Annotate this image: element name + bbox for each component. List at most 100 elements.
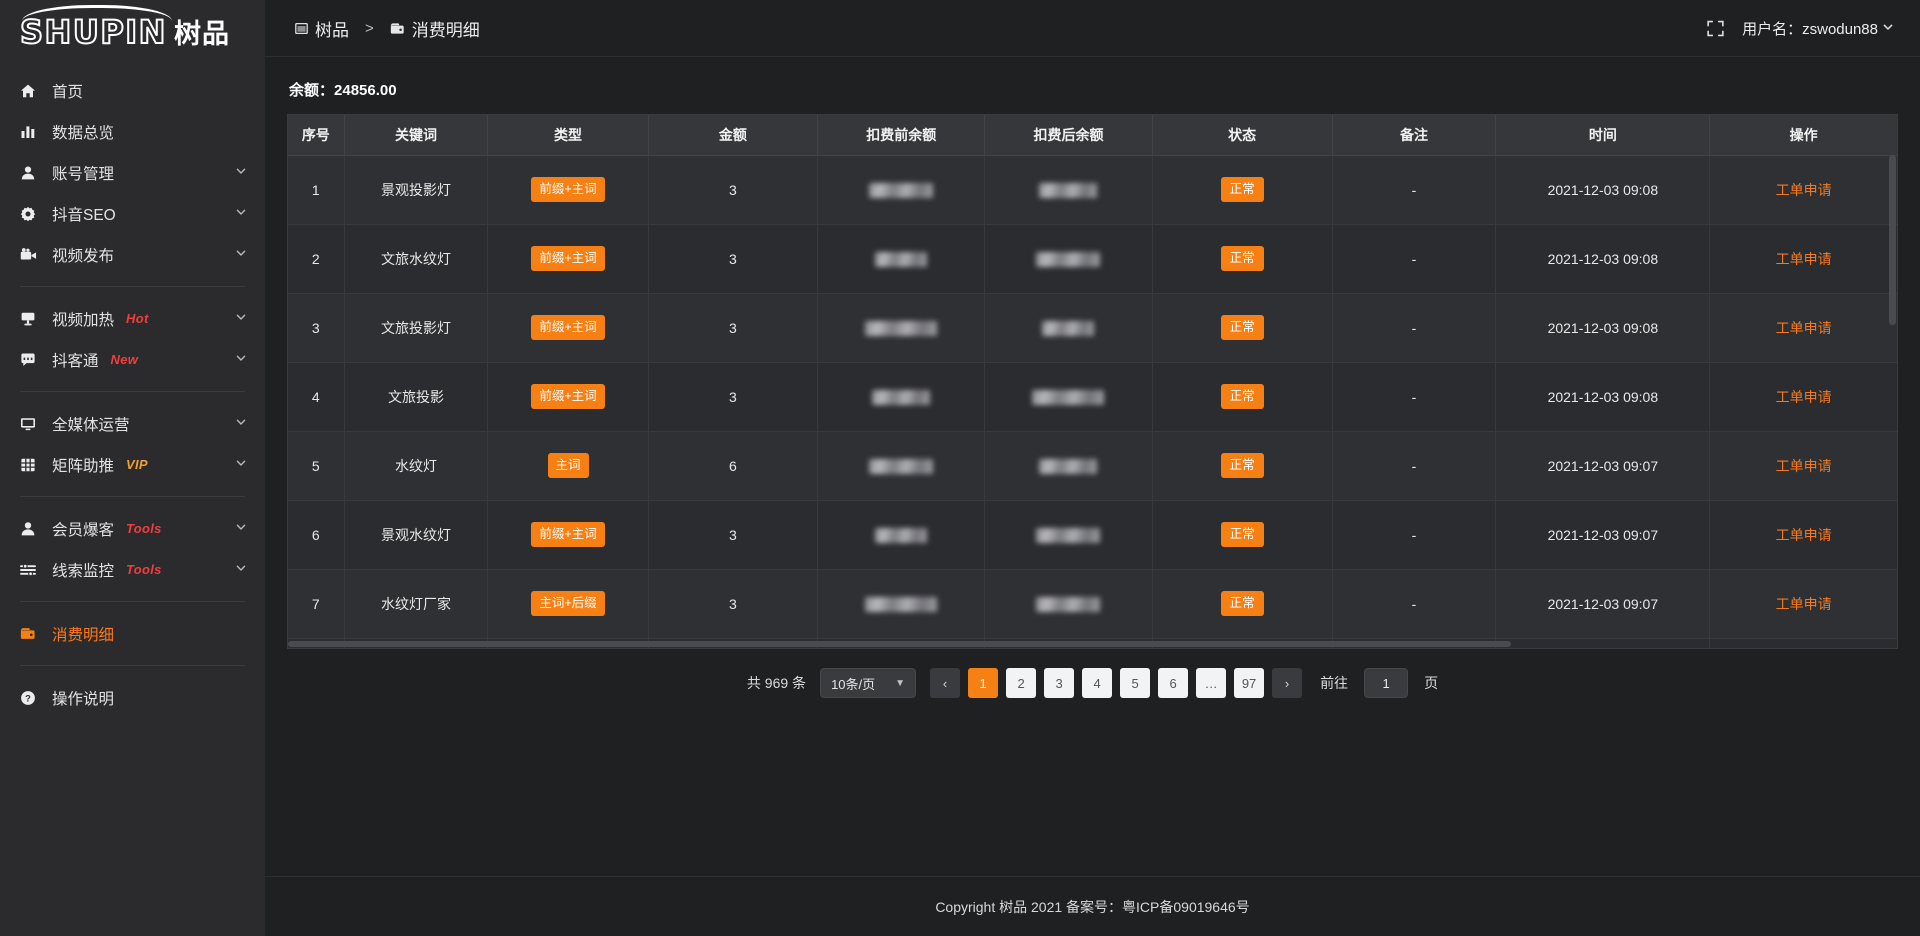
pagination-page-unit: 页 (1424, 675, 1439, 691)
status-badge: 正常 (1220, 453, 1264, 478)
type-badge: 主词 (547, 453, 589, 478)
sidebar-item-7[interactable]: 全媒体运营 (0, 403, 265, 444)
cell-balance-after (984, 500, 1153, 570)
pagination-page-button[interactable]: 2 (1006, 668, 1037, 698)
chevron-down-icon (235, 165, 247, 180)
cell-balance-after (984, 431, 1153, 501)
sidebar-item-2[interactable]: 账号管理 (0, 152, 265, 193)
chevron-down-icon (235, 521, 247, 536)
breadcrumb-item-root[interactable]: 树品 (295, 16, 349, 41)
sidebar-item-10[interactable]: 线索监控 Tools (0, 549, 265, 590)
cell-status: 正常 (1152, 431, 1333, 501)
cell-status: 正常 (1152, 362, 1333, 432)
sidebar-item-0[interactable]: 首页 (0, 70, 265, 111)
cell-amount: 3 (648, 362, 819, 432)
pagination-page-button[interactable]: 5 (1120, 668, 1151, 698)
sidebar-item-8[interactable]: 矩阵助推 VIP (0, 444, 265, 485)
table-column-header: 类型 (487, 115, 649, 156)
pagination-next-button[interactable]: › (1272, 668, 1303, 698)
breadcrumb-item-current[interactable]: 消费明细 (390, 16, 480, 41)
sidebar-item-4[interactable]: 视频发布 (0, 234, 265, 275)
user-menu[interactable]: 用户名：zswodun88 (1742, 18, 1894, 39)
sidebar-item-6[interactable]: 抖客通 New (0, 339, 265, 380)
cell-type: 主词+后缀 (487, 569, 649, 639)
pagination-page-button[interactable]: 3 (1044, 668, 1075, 698)
sidebar-item-11[interactable]: 消费明细 (0, 613, 265, 654)
redacted-value (1032, 389, 1105, 405)
cell-note: - (1332, 155, 1497, 225)
breadcrumb-current-label: 消费明细 (411, 20, 480, 40)
work-order-apply-link[interactable]: 工单申请 (1775, 526, 1832, 543)
table-vertical-scrollbar[interactable] (1888, 115, 1897, 648)
cell-balance-before (817, 224, 986, 294)
monitor-icon (20, 416, 42, 432)
table-head: 序号 关键词 类型 金额 扣费前余额 扣费后余额 状态 备注 时间 操作 (288, 115, 1897, 156)
cell-action: 工单申请 (1709, 500, 1897, 570)
pagination-page-button[interactable]: 97 (1234, 668, 1265, 698)
user-icon (20, 165, 42, 181)
table-row: 4 文旅投影 前缀+主词 3 正常 -2021-12-03 09:08 工单申请 (288, 362, 1897, 432)
cell-balance-before (817, 569, 986, 639)
cell-action: 工单申请 (1709, 431, 1897, 501)
work-order-apply-link[interactable]: 工单申请 (1775, 181, 1832, 198)
sidebar-item-label: 操作说明 (52, 690, 115, 708)
pagination-page-button[interactable]: 1 (968, 668, 999, 698)
sidebar-item-label: 首页 (52, 83, 84, 101)
type-badge: 前缀+主词 (531, 177, 605, 202)
pagination-page-button[interactable]: 6 (1158, 668, 1189, 698)
redacted-value (1036, 596, 1101, 612)
logo-arc-decoration (22, 4, 172, 21)
consumption-table: 序号 关键词 类型 金额 扣费前余额 扣费后余额 状态 备注 时间 操作 1 景观投影灯 前缀+主词 3… (288, 115, 1897, 648)
sidebar-separator (20, 391, 245, 392)
sidebar-nav: 首页数据总览账号管理抖音SEO 视频发布视频加热 Hot 抖客通 New 全媒体运营 矩阵助… (0, 62, 265, 718)
redacted-value (869, 458, 934, 474)
page-footer: Copyright 树品 2021 备案号：粤ICP备09019646号 (265, 876, 1920, 936)
sidebar-item-label: 账号管理 (52, 165, 115, 183)
sidebar-item-12[interactable]: ? 操作说明 (0, 677, 265, 718)
pagination-page-button[interactable]: 4 (1082, 668, 1113, 698)
sidebar-item-5[interactable]: 视频加热 Hot (0, 298, 265, 339)
sidebar-item-3[interactable]: 抖音SEO (0, 193, 265, 234)
table-horizontal-scrollbar[interactable] (288, 640, 1897, 648)
main-area: 树品 > 消费明细 用户名：zswodun88 (265, 0, 1920, 936)
cell-time: 2021-12-03 09:07 (1495, 569, 1711, 639)
gear-icon (20, 206, 42, 222)
sidebar-item-9[interactable]: 会员爆客 Tools (0, 508, 265, 549)
cell-keyword: 水纹灯厂家 (344, 569, 489, 639)
work-order-apply-link[interactable]: 工单申请 (1775, 388, 1832, 405)
cell-status: 正常 (1152, 293, 1333, 363)
cell-keyword: 景观投影灯 (344, 155, 489, 225)
fullscreen-icon[interactable] (1707, 20, 1724, 37)
work-order-apply-link[interactable]: 工单申请 (1775, 319, 1832, 336)
brand-logo[interactable]: SHUPIN 树品 (0, 0, 265, 62)
pagination-prev-button[interactable]: ‹ (930, 668, 961, 698)
cell-time: 2021-12-03 09:08 (1495, 362, 1711, 432)
pagination-page-button[interactable]: … (1196, 668, 1227, 698)
pagination-goto-input[interactable] (1364, 668, 1409, 698)
chevron-down-icon (235, 416, 247, 431)
work-order-apply-link[interactable]: 工单申请 (1775, 250, 1832, 267)
cell-balance-after (984, 293, 1153, 363)
cell-balance-before (817, 500, 986, 570)
wallet-icon (390, 22, 405, 35)
table-row: 6 景观水纹灯 前缀+主词 3 正常 -2021-12-03 09:07 工单申请 (288, 500, 1897, 570)
type-badge: 前缀+主词 (531, 384, 605, 409)
chevron-down-icon (1882, 20, 1894, 37)
chevron-down-icon (235, 247, 247, 262)
page-size-select[interactable]: 10条/页 ▼ (820, 668, 917, 698)
cell-type: 前缀+主词 (487, 500, 649, 570)
table-row: 3 文旅投影灯 前缀+主词 3 正常 -2021-12-03 09:08 工单申请 (288, 293, 1897, 363)
status-badge: 正常 (1220, 384, 1264, 409)
table-column-header: 序号 (288, 115, 345, 156)
sidebar-item-label: 消费明细 (52, 626, 115, 644)
cell-amount: 3 (648, 500, 819, 570)
sidebar-separator (20, 601, 245, 602)
cell-note: - (1332, 293, 1497, 363)
sidebar-item-1[interactable]: 数据总览 (0, 111, 265, 152)
sidebar-separator (20, 665, 245, 666)
sidebar-item-badge: Tools (126, 562, 162, 577)
wallet-icon (20, 626, 42, 641)
cell-amount: 3 (648, 293, 819, 363)
work-order-apply-link[interactable]: 工单申请 (1775, 457, 1832, 474)
work-order-apply-link[interactable]: 工单申请 (1775, 595, 1832, 612)
